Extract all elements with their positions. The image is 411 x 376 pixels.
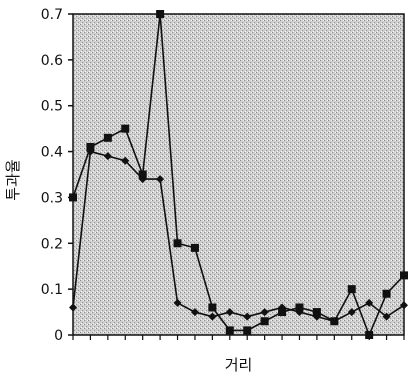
data-point-diamond bbox=[225, 308, 234, 317]
y-axis: 0 0.1 0.2 0.3 0.4 0.5 0.6 0.7 bbox=[41, 7, 73, 344]
data-point-diamond bbox=[190, 308, 199, 317]
data-point-square bbox=[365, 331, 374, 339]
data-point-square bbox=[173, 239, 182, 248]
data-point-diamond bbox=[103, 152, 112, 161]
data-point-square bbox=[278, 308, 287, 317]
data-point-square bbox=[138, 170, 147, 179]
series-line bbox=[72, 150, 405, 323]
data-point-diamond bbox=[208, 312, 217, 321]
data-point-diamond bbox=[382, 312, 391, 321]
data-point-diamond bbox=[278, 303, 287, 312]
data-point-diamond bbox=[243, 312, 252, 321]
data-point-square bbox=[400, 271, 408, 280]
y-tick-label: 0.5 bbox=[41, 99, 63, 115]
y-tick-label: 0.3 bbox=[41, 190, 63, 206]
data-point-diamond bbox=[312, 312, 321, 321]
data-point-diamond bbox=[260, 308, 269, 317]
data-point-square bbox=[347, 285, 356, 294]
y-tick-label: 0.2 bbox=[41, 236, 63, 252]
y-tick-label: 0 bbox=[54, 328, 63, 344]
series-square bbox=[69, 10, 408, 339]
data-point-square bbox=[208, 303, 217, 312]
data-point-square bbox=[103, 133, 112, 142]
y-tick-label: 0.6 bbox=[41, 53, 63, 69]
data-point-diamond bbox=[330, 317, 339, 326]
data-point-diamond bbox=[69, 303, 77, 312]
data-point-square bbox=[260, 317, 269, 326]
data-point-diamond bbox=[173, 298, 182, 307]
data-point-diamond bbox=[365, 298, 374, 307]
series-diamond bbox=[69, 147, 408, 326]
data-point-square bbox=[121, 124, 130, 133]
data-point-square bbox=[156, 10, 165, 18]
y-tick-label: 0.4 bbox=[41, 145, 63, 161]
data-point-square bbox=[295, 303, 304, 312]
data-point-diamond bbox=[156, 175, 165, 184]
data-point-square bbox=[243, 326, 252, 335]
data-point-square bbox=[312, 308, 321, 317]
data-point-diamond bbox=[347, 308, 356, 317]
series-layer bbox=[69, 10, 408, 339]
y-tick-label: 0.1 bbox=[41, 282, 63, 298]
data-point-diamond bbox=[138, 175, 147, 184]
data-point-square bbox=[86, 142, 95, 151]
y-axis-title: 투과율 bbox=[4, 159, 22, 200]
data-point-square bbox=[190, 243, 199, 252]
data-point-square bbox=[225, 326, 234, 335]
data-point-diamond bbox=[86, 147, 95, 156]
data-point-square bbox=[382, 289, 391, 298]
data-point-square bbox=[69, 193, 77, 202]
series-line bbox=[72, 13, 405, 338]
x-axis bbox=[72, 335, 405, 340]
plot-area bbox=[72, 13, 405, 336]
y-tick-label: 0.7 bbox=[41, 7, 63, 23]
data-point-diamond bbox=[400, 301, 408, 310]
data-point-diamond bbox=[121, 156, 130, 165]
x-axis-title: 거리 bbox=[225, 356, 253, 374]
data-point-diamond bbox=[295, 308, 304, 317]
